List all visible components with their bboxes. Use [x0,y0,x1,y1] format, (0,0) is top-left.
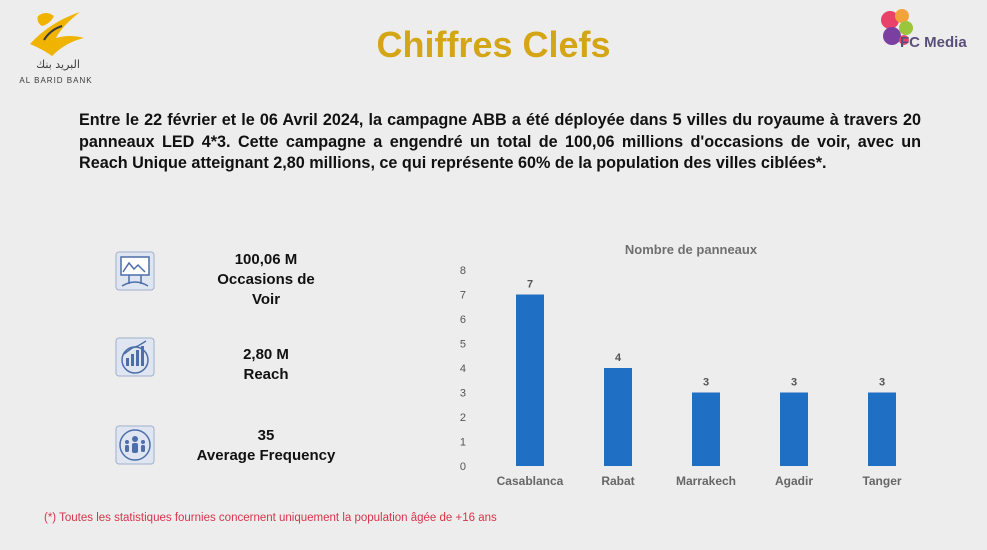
y-tick-label: 1 [460,437,466,449]
bar-casablanca [516,294,544,466]
al-barid-bank-logo: البريد بنك AL BARID BANK [10,4,102,88]
kpi-opportunities-label-1: Occasions de [217,271,315,288]
kpi-opportunities-label-2: Voir [251,291,281,308]
bar-rabat [604,368,632,466]
data-label: 3 [791,377,797,389]
kpi-opportunities: 100,06 M Occasions de Voir [180,250,352,310]
x-tick-label: Rabat [601,474,634,488]
y-tick-label: 6 [460,314,466,326]
fc-media-logo: FC Media [878,8,982,56]
logo-latin-text: AL BARID BANK [19,76,93,85]
y-tick-label: 8 [460,265,466,277]
y-tick-label: 2 [460,412,466,424]
data-label: 3 [703,377,709,389]
data-label: 3 [879,377,885,389]
kpi-reach-label: Reach [243,366,289,383]
data-label: 4 [615,352,622,364]
bar-tanger [868,392,896,466]
kpi-frequency-label: Average Frequency [196,447,336,464]
x-tick-label: Marrakech [676,474,736,488]
kpi-opportunities-value: 100,06 M [234,251,298,268]
bird-logo-icon [30,12,84,56]
panels-bar-chart: Nombre de panneaux 0 1 2 3 4 5 6 7 8 7 4 3 3 3 Casab… [460,242,902,488]
logo-arabic-text: البريد بنك [36,58,80,71]
chart-title: Nombre de panneaux [625,242,758,257]
y-tick-label: 7 [460,290,466,302]
kpi-reach-value: 2,80 M [243,346,289,363]
y-tick-label: 4 [460,363,466,375]
audience-growth-icon [115,337,155,377]
kpi-frequency: 35 Average Frequency [180,426,352,466]
data-label: 7 [527,279,533,291]
bar-marrakech [692,392,720,466]
y-tick-label: 0 [460,461,466,473]
x-tick-label: Casablanca [497,474,564,488]
x-tick-label: Agadir [775,474,813,488]
y-tick-label: 3 [460,388,466,400]
intro-paragraph: Entre le 22 février et le 06 Avril 2024,… [79,111,921,172]
billboard-icon [115,251,155,291]
kpi-frequency-value: 35 [257,427,275,444]
people-circle-icon [115,425,155,465]
x-tick-label: Tanger [862,474,901,488]
y-tick-label: 5 [460,339,466,351]
footnote: (*) Toutes les statistiques fournies con… [44,512,497,524]
page-title: Chiffres Clefs [376,24,611,65]
fc-media-logo-text: FC Media [900,34,967,51]
kpi-reach: 2,80 M Reach [180,345,352,385]
fc-media-logo-icon [881,9,913,45]
bar-agadir [780,392,808,466]
